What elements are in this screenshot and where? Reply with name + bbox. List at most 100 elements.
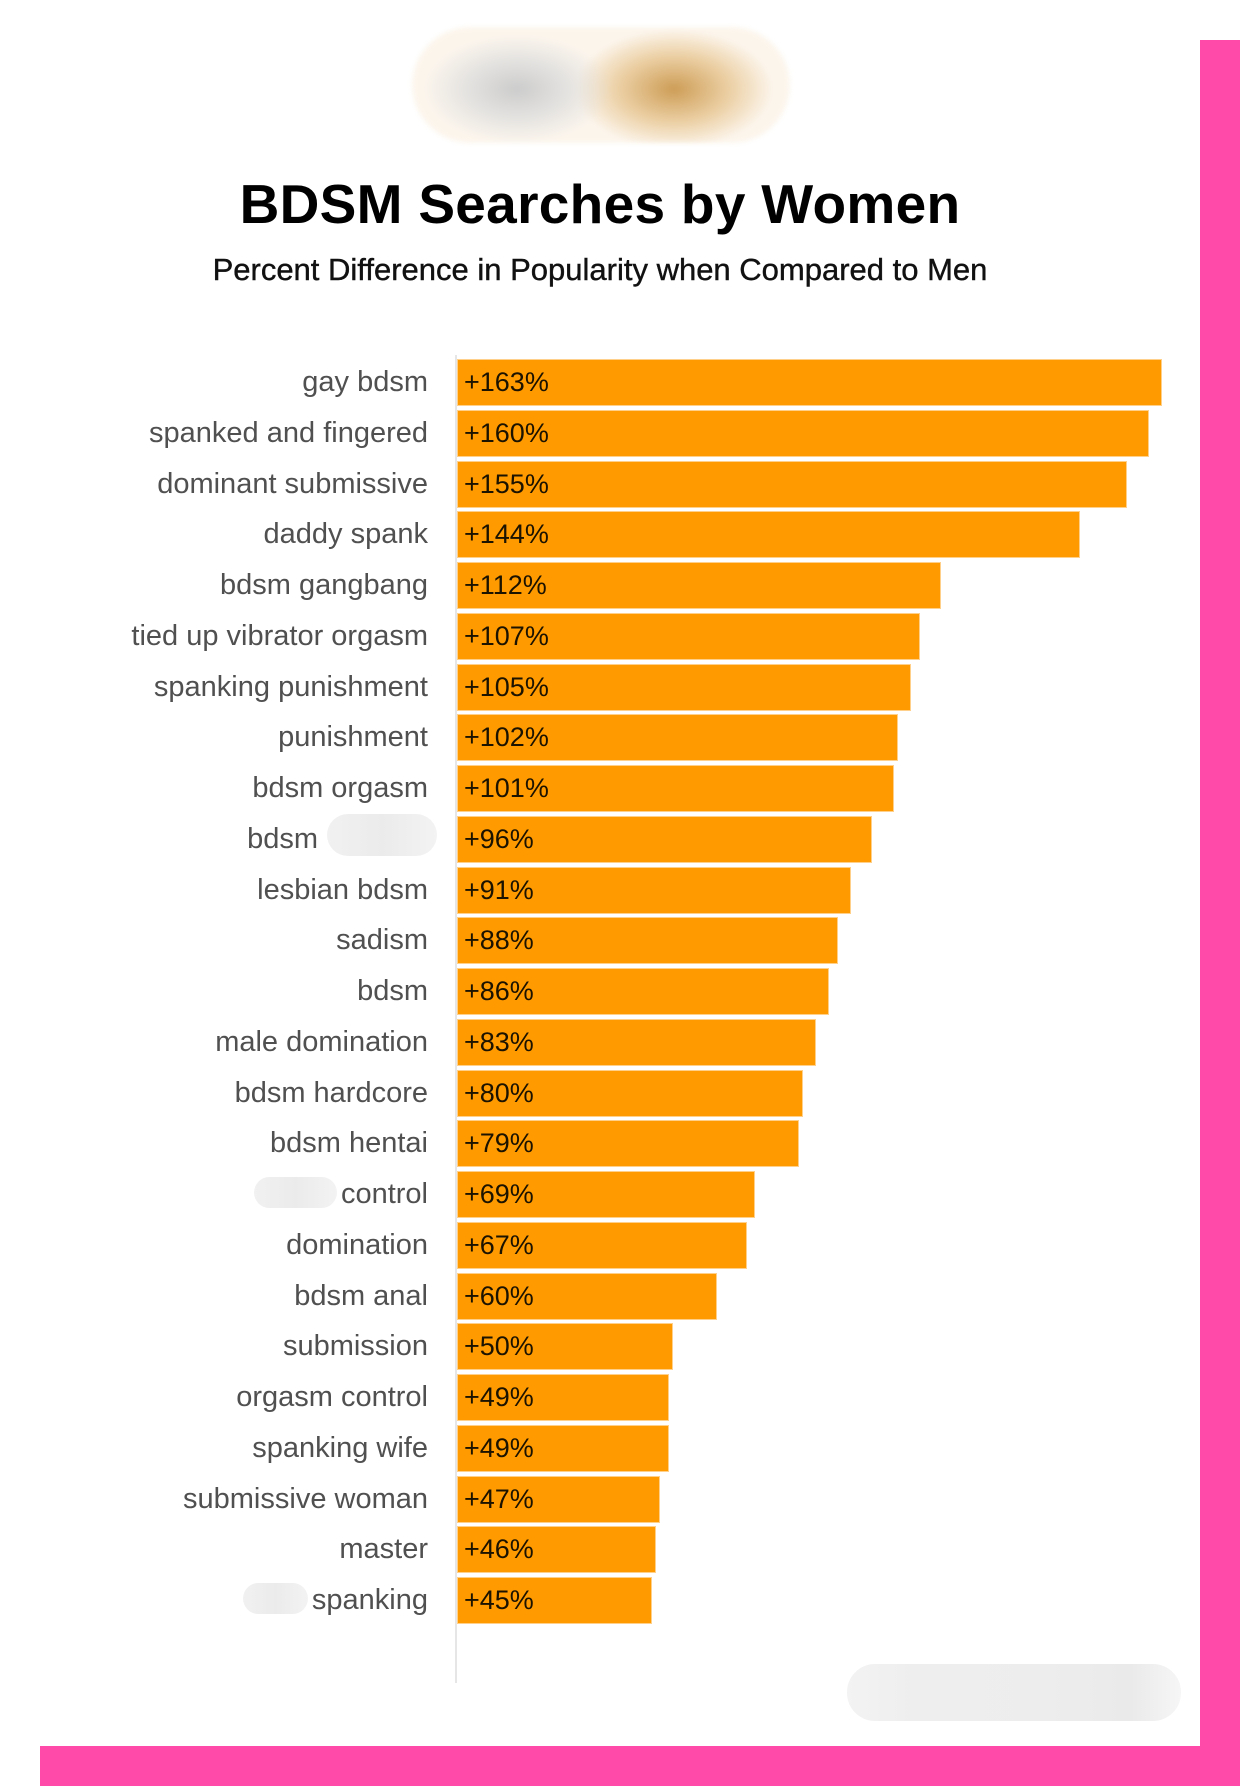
category-label: dominant submissive xyxy=(157,467,428,500)
pink-frame-bottom xyxy=(40,1746,1240,1786)
chart-row: master +46% xyxy=(0,1526,1200,1574)
bar-value-label: +155% xyxy=(464,468,549,499)
category-label: domination xyxy=(286,1228,428,1261)
bar: +163% xyxy=(457,359,1162,406)
bar-value-label: +83% xyxy=(464,1026,534,1057)
category-label: submissive woman xyxy=(183,1482,428,1515)
bar-value-label: +144% xyxy=(464,519,549,550)
bar-value-label: +80% xyxy=(464,1077,534,1108)
bar-value-label: +91% xyxy=(464,874,534,905)
category-label: daddy spank xyxy=(263,518,428,551)
bar-value-label: +46% xyxy=(464,1534,534,1565)
bar: +101% xyxy=(457,765,894,813)
chart-row: orgasm control +49% xyxy=(0,1374,1200,1422)
bar: +107% xyxy=(457,612,920,660)
blurred-logo xyxy=(412,27,790,143)
bar: +60% xyxy=(457,1272,717,1320)
chart-row: bdsm orgasm +101% xyxy=(0,765,1200,813)
bar: +79% xyxy=(457,1120,799,1168)
chart-row: bdsm hentai +79% xyxy=(0,1120,1200,1168)
bar: +46% xyxy=(457,1526,656,1574)
category-label: master xyxy=(339,1533,428,1566)
bar: +155% xyxy=(457,460,1127,508)
bar: +105% xyxy=(457,663,911,711)
chart-row: spanking +45% xyxy=(0,1577,1200,1625)
chart-row: lesbian bdsm +91% xyxy=(0,866,1200,914)
bar: +83% xyxy=(457,1018,816,1066)
chart-row: submissive woman +47% xyxy=(0,1475,1200,1523)
bar: +49% xyxy=(457,1374,669,1422)
bar-value-label: +67% xyxy=(464,1229,534,1260)
chart-title: BDSM Searches by Women xyxy=(239,173,961,235)
category-label: bdsm hentai xyxy=(270,1127,428,1160)
blurred-footer-watermark xyxy=(847,1664,1181,1721)
bar: +160% xyxy=(457,409,1149,457)
chart-row: domination +67% xyxy=(0,1221,1200,1269)
bar-value-label: +112% xyxy=(464,570,547,601)
category-label: bdsm xyxy=(247,822,318,855)
category-label: bdsm gangbang xyxy=(220,569,428,602)
chart-row: bdsm gangbang +112% xyxy=(0,562,1200,610)
bar-value-label: +101% xyxy=(464,773,549,804)
chart-row: control +69% xyxy=(0,1171,1200,1219)
chart-row: bdsm +96% xyxy=(0,813,1200,863)
bar: +86% xyxy=(457,968,829,1016)
category-label: spanked and fingered xyxy=(149,416,428,449)
chart-row: spanking punishment +105% xyxy=(0,663,1200,711)
bar-value-label: +45% xyxy=(464,1585,534,1616)
y-axis-line xyxy=(455,355,457,1683)
category-label: submission xyxy=(282,1330,428,1363)
bar-value-label: +88% xyxy=(464,925,534,956)
bar-value-label: +105% xyxy=(464,671,549,702)
chart-row: sadism +88% xyxy=(0,917,1200,965)
redacted-text-pill xyxy=(253,1177,337,1209)
bar-value-label: +86% xyxy=(464,976,534,1007)
category-label: bdsm xyxy=(357,975,428,1008)
bar: +45% xyxy=(457,1577,652,1625)
chart-row: bdsm anal +60% xyxy=(0,1272,1200,1320)
bar: +69% xyxy=(457,1171,755,1219)
chart-row: dominant submissive +155% xyxy=(0,460,1200,508)
category-label: male domination xyxy=(215,1025,428,1058)
bar-value-label: +49% xyxy=(464,1382,534,1413)
bar: +67% xyxy=(457,1221,747,1269)
bar-chart: gay bdsm +163% spanked and fingered +160% do… xyxy=(0,355,1200,1685)
category-label: punishment xyxy=(278,721,428,754)
bar: +112% xyxy=(457,562,941,610)
category-label: orgasm control xyxy=(236,1381,428,1414)
bar-value-label: +160% xyxy=(464,417,549,448)
bar-value-label: +107% xyxy=(464,620,549,651)
category-label: bdsm hardcore xyxy=(234,1076,428,1109)
chart-row: spanked and fingered +160% xyxy=(0,409,1200,457)
chart-row: bdsm hardcore +80% xyxy=(0,1069,1200,1117)
category-label: bdsm orgasm xyxy=(252,772,428,805)
bar: +50% xyxy=(457,1323,673,1371)
bar-value-label: +102% xyxy=(464,722,549,753)
bar: +47% xyxy=(457,1475,660,1523)
category-label: spanking wife xyxy=(252,1431,428,1464)
bar: +102% xyxy=(457,714,898,762)
bar-value-label: +69% xyxy=(464,1179,534,1210)
bar: +91% xyxy=(457,866,851,914)
bar-value-label: +47% xyxy=(464,1483,534,1514)
chart-row: male domination +83% xyxy=(0,1018,1200,1066)
chart-row: bdsm +86% xyxy=(0,968,1200,1016)
chart-row: gay bdsm +163% xyxy=(0,359,1200,406)
category-label: tied up vibrator orgasm xyxy=(131,619,428,652)
category-label: sadism xyxy=(336,924,428,957)
chart-row: punishment +102% xyxy=(0,714,1200,762)
pink-frame-right xyxy=(1200,40,1240,1786)
category-label: spanking xyxy=(311,1584,428,1617)
bar-value-label: +79% xyxy=(464,1128,534,1159)
bar-value-label: +49% xyxy=(464,1432,534,1463)
chart-subtitle: Percent Difference in Popularity when Co… xyxy=(212,252,988,287)
category-label: spanking punishment xyxy=(153,670,428,703)
category-label: gay bdsm xyxy=(302,366,428,398)
bar: +96% xyxy=(457,815,872,863)
redacted-text-pill xyxy=(242,1583,308,1615)
chart-row: spanking wife +49% xyxy=(0,1424,1200,1472)
bar-value-label: +60% xyxy=(464,1280,534,1311)
chart-row: tied up vibrator orgasm +107% xyxy=(0,612,1200,660)
redacted-text-pill xyxy=(327,813,437,856)
category-label: bdsm anal xyxy=(294,1279,428,1312)
